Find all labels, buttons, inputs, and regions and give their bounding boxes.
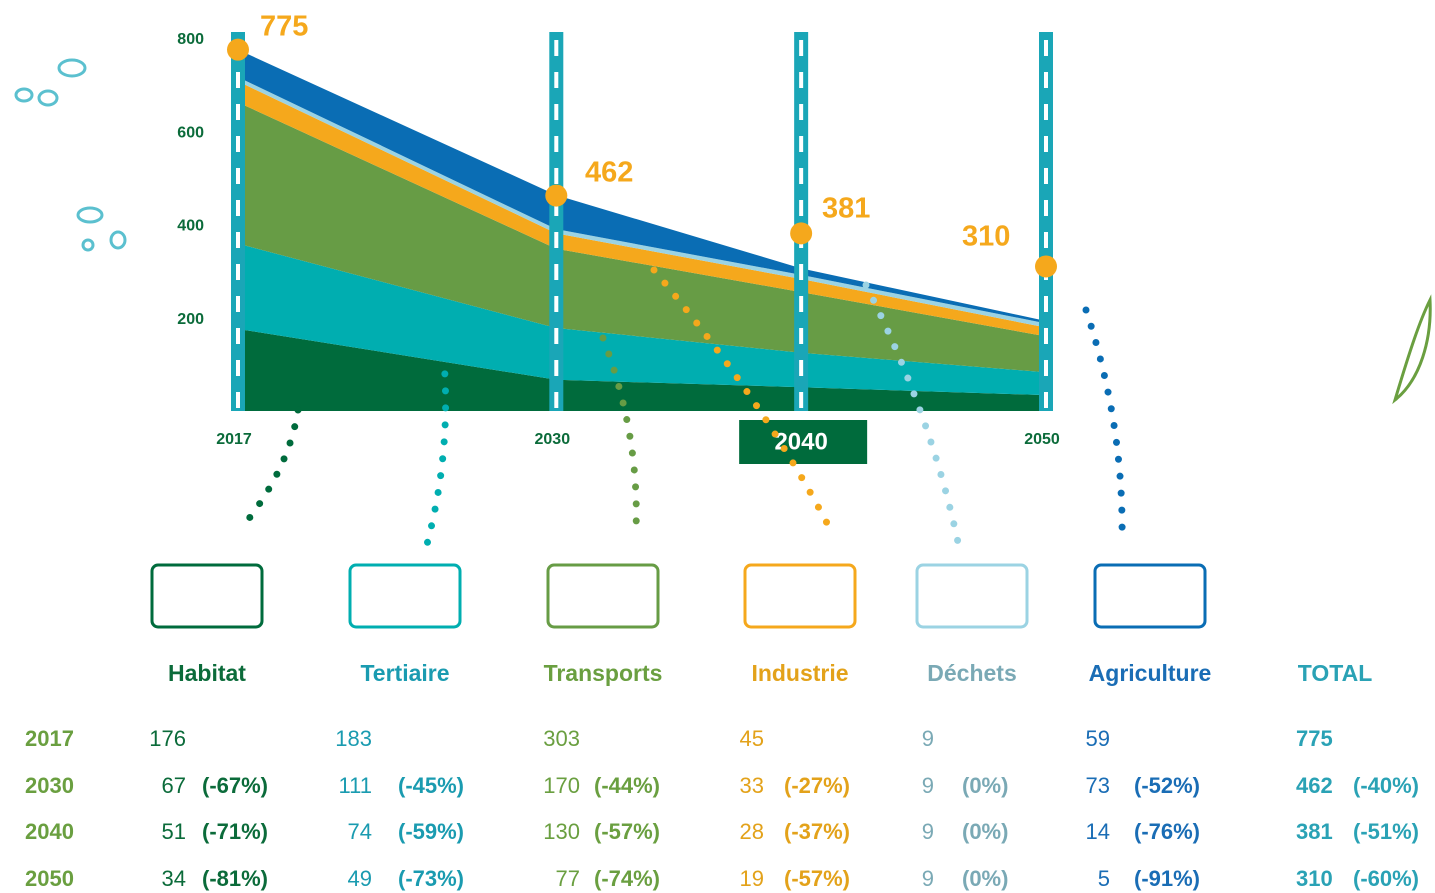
total-dot [227, 39, 249, 61]
cell-value: 67 [162, 773, 186, 798]
cell-change: (-52%) [1134, 773, 1200, 798]
cell-change: (-27%) [784, 773, 850, 798]
cell-value: 9 [922, 866, 934, 891]
cell-value: 176 [149, 726, 186, 751]
total-label: 462 [585, 157, 633, 189]
total-dot [1035, 255, 1057, 277]
total-value: 775 [1296, 726, 1333, 751]
x-tick-label: 2017 [216, 431, 252, 448]
y-tick-label: 800 [177, 31, 204, 48]
cell-change: (-37%) [784, 819, 850, 844]
cell-value: 49 [348, 866, 372, 891]
column-header: TOTAL [1298, 660, 1373, 686]
cell-change: (-91%) [1134, 866, 1200, 891]
column-header: Transports [544, 660, 663, 686]
cell-value: 74 [348, 819, 372, 844]
column-header: Tertiaire [360, 660, 449, 686]
column-header: Industrie [751, 660, 848, 686]
cell-value: 14 [1086, 819, 1110, 844]
y-tick-label: 200 [177, 311, 204, 328]
cell-value: 33 [740, 773, 764, 798]
y-tick-label: 600 [177, 124, 204, 141]
cell-value: 170 [543, 773, 580, 798]
cell-change: (-71%) [202, 819, 268, 844]
cell-change: (-57%) [784, 866, 850, 891]
cell-value: 45 [740, 726, 764, 751]
cell-value: 51 [162, 819, 186, 844]
pole [1039, 32, 1053, 411]
total-dot [545, 185, 567, 207]
total-change: (-51%) [1353, 819, 1419, 844]
pole [549, 32, 563, 411]
total-label: 381 [822, 193, 870, 225]
column-header: Déchets [927, 660, 1016, 686]
cell-value: 34 [162, 866, 186, 891]
cell-value: 77 [556, 866, 580, 891]
icon [152, 565, 262, 627]
icon [745, 565, 855, 627]
cell-change: (0%) [962, 773, 1008, 798]
x-tick-label: 2050 [1024, 431, 1060, 448]
cell-change: (-59%) [398, 819, 464, 844]
pole [794, 32, 808, 411]
cell-change: (-57%) [594, 819, 660, 844]
total-change: (-40%) [1353, 773, 1419, 798]
cell-change: (-67%) [202, 773, 268, 798]
cell-change: (-74%) [594, 866, 660, 891]
cell-value: 130 [543, 819, 580, 844]
cell-value: 28 [740, 819, 764, 844]
total-label: 310 [962, 221, 1010, 253]
cell-change: (-45%) [398, 773, 464, 798]
cell-value: 19 [740, 866, 764, 891]
cell-value: 5 [1098, 866, 1110, 891]
cell-value: 183 [335, 726, 372, 751]
icon [1095, 565, 1205, 627]
cell-value: 73 [1086, 773, 1110, 798]
icon [917, 565, 1027, 627]
connector [1086, 310, 1122, 540]
cell-change: (-73%) [398, 866, 464, 891]
cell-value: 303 [543, 726, 580, 751]
total-dot [790, 222, 812, 244]
column-header: Habitat [168, 660, 246, 686]
cell-value: 9 [922, 773, 934, 798]
row-year: 2050 [25, 866, 74, 891]
row-year: 2030 [25, 773, 74, 798]
cell-change: (-44%) [594, 773, 660, 798]
column-header: Agriculture [1089, 660, 1212, 686]
x-tick-label: 2030 [535, 431, 571, 448]
total-value: 462 [1296, 773, 1333, 798]
total-change: (-60%) [1353, 866, 1419, 891]
row-year: 2040 [25, 819, 74, 844]
total-label: 775 [260, 11, 308, 43]
connector [240, 410, 298, 530]
cell-value: 59 [1086, 726, 1110, 751]
total-value: 310 [1296, 866, 1333, 891]
pole [231, 32, 245, 411]
cell-value: 111 [339, 773, 372, 798]
cell-change: (0%) [962, 866, 1008, 891]
cell-change: (-76%) [1134, 819, 1200, 844]
y-tick-label: 400 [177, 218, 204, 235]
infographic: 2017203020402050200400600800775462381310… [0, 0, 1435, 893]
cell-change: (0%) [962, 819, 1008, 844]
cell-value: 9 [922, 819, 934, 844]
cell-value: 9 [922, 726, 934, 751]
icon [548, 565, 658, 627]
icon [350, 565, 460, 627]
cell-change: (-81%) [202, 866, 268, 891]
row-year: 2017 [25, 726, 74, 751]
total-value: 381 [1296, 819, 1333, 844]
